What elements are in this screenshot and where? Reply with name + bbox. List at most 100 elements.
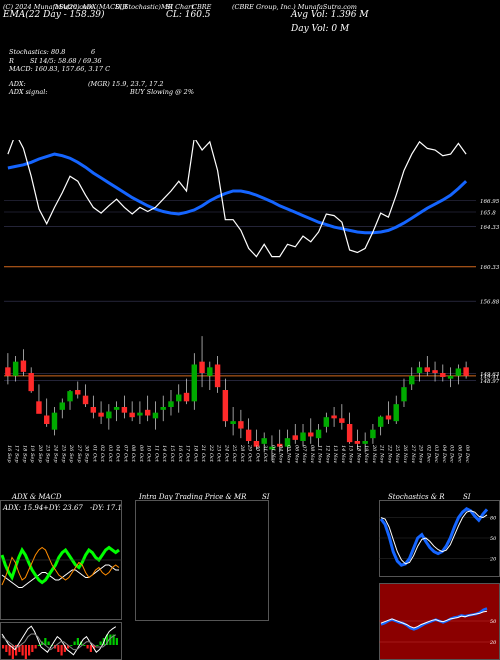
candle-body: [432, 370, 438, 373]
candle-body: [82, 395, 89, 405]
date-tick: 20 Nov: [371, 444, 377, 463]
date-tick: 08 Oct: [130, 445, 136, 463]
macd-bar: [21, 645, 24, 656]
macd-bar: [109, 634, 112, 645]
candle-body: [292, 435, 298, 440]
date-tick: 29 Nov: [418, 444, 424, 463]
candle-body: [176, 394, 182, 402]
date-tick: 02 Dec: [425, 445, 431, 463]
date-tick: 21 Oct: [200, 444, 206, 463]
date-tick: 14 Nov: [340, 445, 346, 463]
date-tick: 18 Nov: [355, 445, 361, 463]
adx-series-1: [0, 545, 120, 585]
candle-body: [276, 443, 283, 447]
date-tick: 25 Nov: [394, 444, 400, 463]
ema-label: EMA(22 Day - 158.39): [3, 10, 105, 20]
candle-body: [339, 418, 345, 423]
intraday-title: Intra Day Trading Price & MR: [139, 493, 247, 501]
date-tick: 12 Nov: [324, 445, 330, 463]
date-tick: 03 Dec: [433, 445, 439, 463]
date-tick: 04 Oct: [115, 445, 121, 463]
macd-bar: [28, 645, 31, 656]
candle-body: [455, 368, 462, 376]
macd-bar: [8, 645, 11, 656]
rsi-tick: 20: [489, 640, 497, 646]
candle-body: [245, 429, 252, 441]
date-tick: 17 Oct: [185, 445, 191, 463]
stochastic-frame: [379, 500, 500, 577]
date-tick: 04 Dec: [441, 445, 447, 463]
date-tick: 14 Oct: [161, 445, 167, 463]
candle-body: [160, 407, 166, 410]
candle-body: [43, 415, 50, 424]
adx-values: (MGR) 15.9, 23.7, 17.2: [88, 80, 164, 88]
candle-body: [5, 367, 11, 376]
candle-body: [28, 373, 34, 392]
day-volume-label: Day Vol: 0 M: [291, 24, 350, 34]
level-label: 149.63: [480, 372, 500, 378]
date-tick: 04 Nov: [278, 445, 284, 463]
candle-body: [354, 441, 361, 444]
macd-bar: [57, 645, 60, 652]
candle-body: [331, 415, 337, 419]
date-tick: 19 Nov: [363, 445, 369, 463]
header-stochastic-label: SI,Stochastic)MR: [115, 3, 173, 11]
candle-body: [207, 367, 213, 376]
candle-body: [230, 421, 236, 424]
candle-body: [168, 401, 174, 407]
candle-body: [409, 375, 415, 385]
date-tick: 16 Oct: [177, 445, 183, 463]
date-tick: 23 Oct: [216, 444, 222, 463]
candle-body: [440, 373, 446, 377]
candle-body: [416, 367, 423, 373]
macd-bar: [44, 638, 47, 645]
pdi-value-label: +DY: 23.67: [43, 504, 83, 512]
date-tick: 22 Nov: [386, 444, 392, 463]
date-tick: 10 Oct: [146, 445, 152, 463]
stochastic-tick: 20: [489, 556, 497, 562]
candle-body: [315, 429, 322, 439]
macd-bar: [63, 645, 66, 652]
date-tick: 01 Nov: [270, 445, 276, 463]
macd-bar: [99, 641, 102, 645]
date-tick: 18 Oct: [192, 445, 198, 463]
candle-body: [447, 375, 454, 379]
candle-body: [269, 446, 275, 450]
candle-body: [152, 412, 159, 419]
date-tick: 07 Nov: [301, 445, 307, 463]
level-label: 160.33: [480, 265, 500, 271]
candle-body: [51, 412, 58, 430]
macd-bar: [47, 641, 50, 645]
stochastic-series-1: [380, 510, 488, 565]
adx-series-0: [1, 564, 119, 588]
company-name: (CBRE Group, Inc.) MunafaSutra.com: [232, 3, 357, 11]
macd-bar: [37, 645, 40, 646]
intraday-panel: [135, 500, 269, 621]
candle-body: [214, 364, 221, 388]
macd-bar: [76, 638, 79, 645]
stochastics-panel: 80 50 20 50 20: [379, 500, 500, 660]
candle-body: [370, 429, 376, 439]
adx-signal-label: ADX signal:: [9, 88, 48, 96]
stochastic-tick: 50: [490, 536, 497, 542]
level-label: 148.97: [480, 379, 500, 385]
candle-body: [121, 407, 128, 413]
level-label: 164.33: [480, 225, 500, 231]
date-tick: 09 Oct: [138, 445, 144, 463]
candle-body: [261, 438, 267, 444]
candle-body: [424, 367, 431, 372]
date-tick: 28 Oct: [239, 444, 245, 463]
date-tick: 11 Nov: [317, 445, 323, 463]
macd-bar: [89, 645, 92, 652]
header-chart-label: SI Chart: [166, 3, 194, 11]
candle-body: [137, 412, 143, 416]
candle-body: [59, 402, 65, 410]
candle-body: [12, 361, 19, 376]
adx-series-2: [1, 546, 120, 586]
date-tick: 20 Sep: [37, 444, 43, 463]
header-indicators-label: MA(20) ADX(MACD,R: [55, 3, 128, 11]
adx-macd-panel: ADX: 15.94+DY: 23.67 -DY: 17.16: [0, 500, 122, 660]
level-label: 156.88: [480, 300, 500, 306]
date-tick: 16 Sep: [6, 445, 12, 463]
level-label: 165.8: [480, 211, 496, 217]
